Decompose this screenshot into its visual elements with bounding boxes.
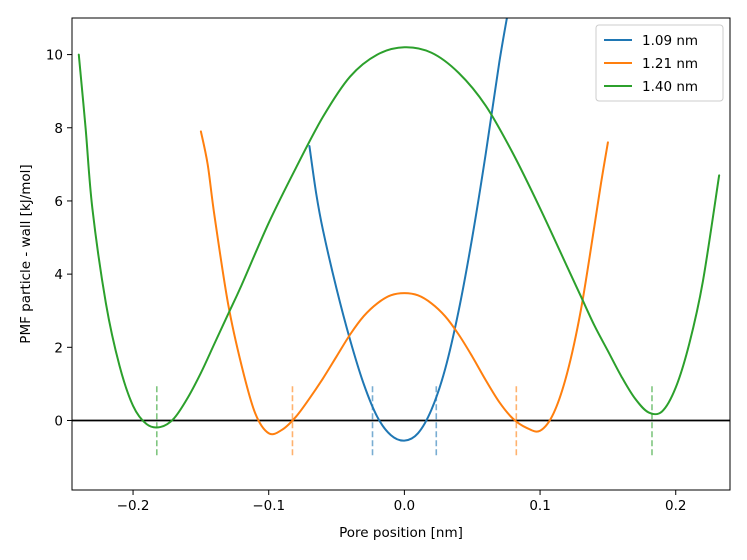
legend-box bbox=[595, 24, 724, 102]
legend-label-1: 1.09 nm bbox=[642, 33, 698, 49]
legend-label-3: 1.40 nm bbox=[642, 79, 698, 95]
series-group bbox=[72, 18, 730, 456]
y-tick-label: 0 bbox=[54, 413, 63, 429]
plot-frame bbox=[71, 17, 731, 491]
series-line-1 bbox=[308, 18, 508, 442]
x-tick-label: −0.1 bbox=[252, 498, 285, 514]
y-tick-label: 8 bbox=[54, 121, 63, 137]
y-tick-label: 6 bbox=[54, 194, 63, 210]
y-tick-label: 10 bbox=[46, 48, 63, 64]
x-tick-label: −0.2 bbox=[117, 498, 150, 514]
x-tick-label: 0.2 bbox=[665, 498, 686, 514]
legend-label-2: 1.21 nm bbox=[642, 56, 698, 72]
legend: 1.09 nm 1.21 nm 1.40 nm bbox=[595, 24, 724, 102]
x-axis-label: Pore position [nm] bbox=[339, 525, 463, 541]
plot-area bbox=[72, 18, 730, 456]
series-line-2 bbox=[199, 130, 609, 436]
x-tick-label: 0.0 bbox=[394, 498, 415, 514]
axes: −0.2 −0.1 0.0 0.1 0.2 0 2 4 6 8 10 bbox=[46, 48, 687, 514]
y-tick-label: 2 bbox=[54, 340, 63, 356]
y-axis-label: PMF particle - wall [kJ/mol] bbox=[18, 164, 34, 343]
series-line-3 bbox=[77, 46, 721, 429]
x-tick-label: 0.1 bbox=[529, 498, 550, 514]
y-tick-label: 4 bbox=[54, 267, 63, 283]
